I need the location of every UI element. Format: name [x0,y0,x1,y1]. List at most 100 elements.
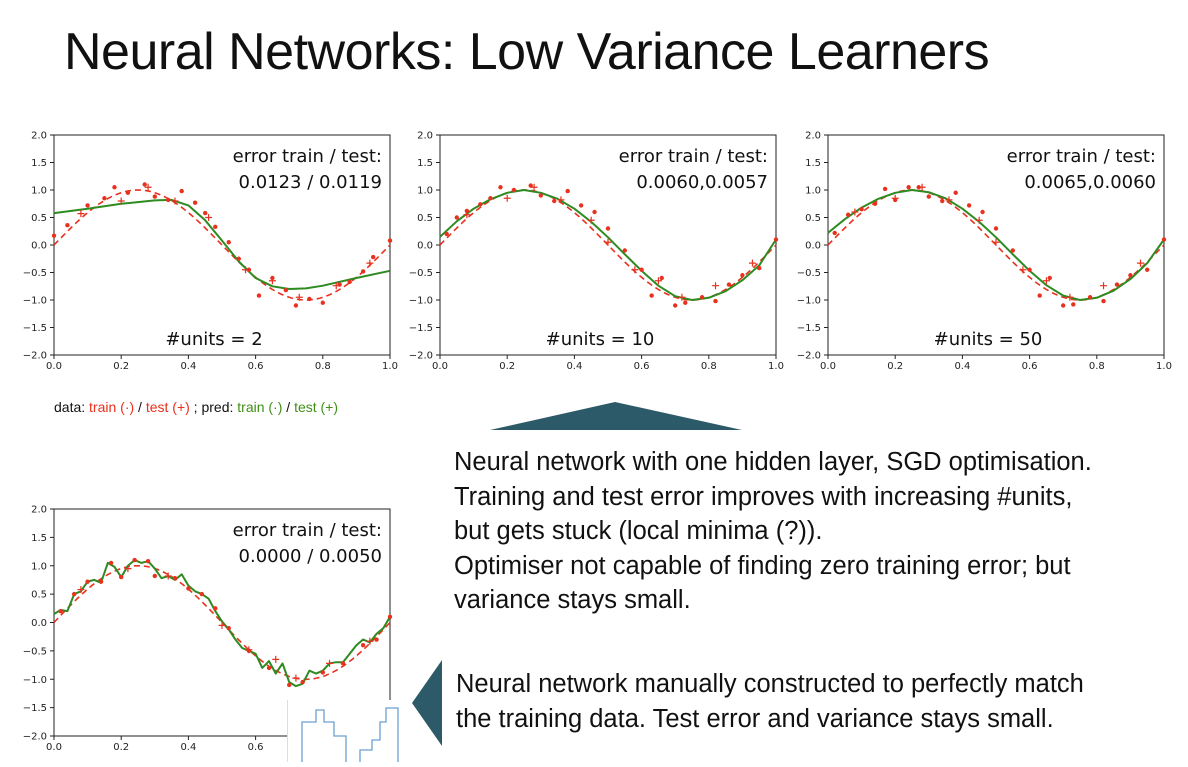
error-label: error train / test: [233,146,382,167]
test-data-point [503,194,511,202]
callout-arrow-up-shape [490,402,742,430]
train-data-point [132,557,137,563]
train-data-point [102,196,107,201]
y-tick-label: −2.0 [23,732,47,743]
train-data-point [1145,267,1150,272]
test-data-point [268,277,276,285]
legend-pred-test: test (+) [294,399,339,415]
y-tick-label: 0.5 [31,590,47,601]
y-tick-label: 1.5 [417,158,433,169]
y-tick-label: 0.0 [31,241,47,252]
x-tick-label: 0.6 [1022,361,1038,372]
y-tick-label: 2.0 [31,505,47,516]
test-data-point [1136,259,1144,267]
train-data-point [552,198,557,204]
y-tick-label: 1.5 [31,158,47,169]
y-tick-label: 0.0 [417,241,433,252]
train-data-point [605,226,611,231]
train-data-point [1101,298,1106,304]
test-data-point [1100,282,1108,290]
train-data-point [538,193,543,198]
prediction-line [53,198,391,290]
test-data-point [77,586,85,594]
units-label: #units = 2 [165,329,262,350]
train-data-point [511,187,517,193]
callout-arrow-left [412,660,442,746]
train-data-point [307,296,312,302]
test-data-point [366,259,374,267]
test-data-point [242,266,250,274]
train-data-point [639,267,644,272]
train-data-point [1128,273,1133,278]
callout-text: Neural network manually constructed to p… [456,667,1176,736]
y-tick-label: 1.0 [31,561,47,572]
plot-units-2: 2.01.51.00.50.0−0.5−1.0−1.5−2.00.0 0.2 0.4… [23,131,398,373]
plot-manual-network: 2.01.51.00.50.0−0.5−1.0−1.5−2.00.0 0.2 0.4… [23,505,393,753]
train-data-point [179,188,184,194]
x-tick-label: 0.8 [1089,361,1105,372]
description-text: Neural network with one hidden layer, SG… [454,445,1174,618]
train-data-point [125,190,131,195]
y-tick-label: −1.5 [409,323,433,334]
test-data-point [604,238,612,246]
test-data-point [557,196,565,204]
train-data-point [498,185,503,190]
train-data-point [371,254,376,260]
train-data-point [1071,302,1076,307]
y-tick-label: 0.0 [805,241,821,252]
x-tick-label: 0.2 [113,361,129,372]
true-function-line [53,565,391,681]
x-tick-label: 0.0 [432,361,448,372]
test-data-point [245,646,253,654]
test-data-point [295,293,303,301]
test-data-point [124,565,132,573]
error-label: error train / test: [233,520,382,541]
test-data-point [891,194,899,202]
error-label: error train / test: [619,146,768,167]
y-tick-label: −1.0 [409,296,433,307]
inset-step-plot [287,700,403,762]
train-data-point [152,573,157,579]
y-tick-label: −0.5 [23,646,47,657]
train-data-point [287,682,292,688]
train-data-point [845,212,851,217]
test-data-point [77,210,85,218]
y-tick-label: −0.5 [797,268,821,279]
train-data-point [993,226,999,231]
description-line: Optimiser not capable of finding zero tr… [454,551,1071,580]
train-data-point [283,287,289,293]
train-data-point [236,256,241,261]
x-tick-label: 0.8 [315,361,331,372]
legend-data-test: test (+) [145,399,190,415]
test-data-point [326,659,334,667]
x-tick-label: 0.4 [954,361,970,372]
y-tick-label: −1.5 [23,323,47,334]
test-data-point [918,183,926,191]
inset-step-plot-svg [301,707,399,762]
train-data-point [980,209,985,215]
x-tick-label: 0.4 [566,361,582,372]
train-data-point [740,273,745,278]
x-tick-label: 0.4 [180,742,196,753]
y-tick-label: −2.0 [409,351,433,362]
y-tick-label: 1.5 [31,533,47,544]
test-data-point [851,208,859,216]
test-data-point [992,238,1000,246]
description-line: variance stays small. [454,586,691,614]
callout-line: the training data. Test error and varian… [456,704,1054,733]
test-data-point [164,572,172,580]
train-data-point [659,275,664,281]
inset-step-line [301,707,399,762]
train-data-point [374,637,379,642]
test-data-point [1066,293,1074,301]
callout-arrow-up [490,402,742,430]
y-tick-label: 0.0 [31,618,47,629]
x-tick-label: 0.2 [887,361,903,372]
error-values: 0.0060,0.0057 [636,172,768,193]
y-tick-label: −2.0 [797,351,821,362]
train-data-point [757,265,762,271]
train-data-point [65,223,70,228]
train-data-point [1087,295,1093,300]
train-data-point [387,238,393,243]
x-tick-label: 0.8 [701,361,717,372]
